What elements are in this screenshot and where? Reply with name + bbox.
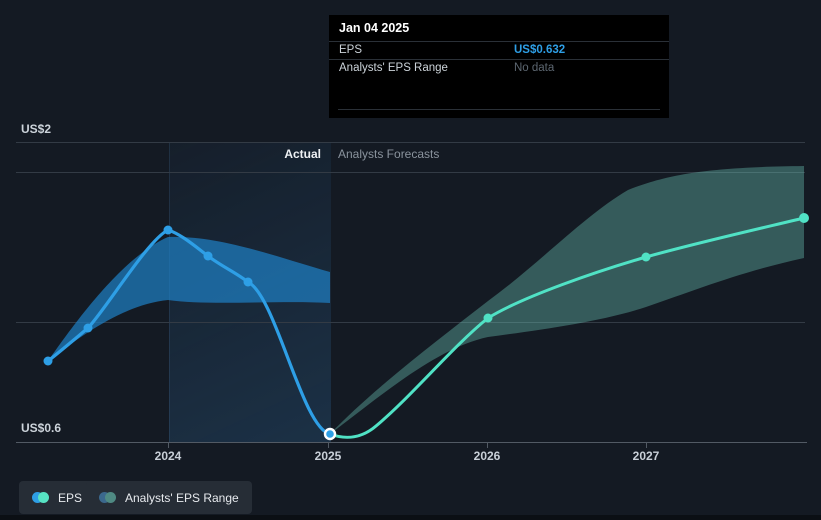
forecast-section-label: Analysts Forecasts [338, 147, 440, 161]
x-axis-label-2027: 2027 [632, 449, 660, 463]
legend-eps-range-label: Analysts' EPS Range [125, 490, 239, 505]
x-axis-label-2026: 2026 [473, 449, 501, 463]
tooltip-eps-label: EPS [339, 44, 363, 56]
actual-range-band [48, 236, 330, 361]
tooltip-row-eps: EPS US$0.632 [329, 41, 669, 59]
x-axis-label-2024: 2024 [154, 449, 182, 463]
tooltip-divider [338, 109, 660, 110]
x-tick-2026 [487, 443, 488, 448]
x-tick-2027 [646, 443, 647, 448]
tooltip: Jan 04 2025 EPS US$0.632 Analysts' EPS R… [329, 15, 669, 118]
legend-eps-label: EPS [58, 490, 83, 505]
x-axis-line [16, 442, 807, 443]
eps-point[interactable] [163, 225, 173, 235]
tooltip-eps-value: US$0.632 [514, 44, 566, 56]
tooltip-date: Jan 04 2025 [339, 21, 410, 35]
eps-point[interactable] [83, 323, 93, 333]
x-tick-2024 [168, 443, 169, 448]
gridline-top [16, 142, 805, 143]
gridline-middle [16, 322, 805, 323]
forecast-range-band [330, 166, 804, 434]
legend-eps-button[interactable]: EPS [19, 481, 96, 514]
tooltip-range-label: Analysts' EPS Range [339, 62, 448, 74]
eps-point[interactable] [243, 277, 253, 287]
actual-section-label: Actual [284, 147, 321, 161]
bottom-edge-strip [0, 515, 821, 520]
x-axis-label-2025: 2025 [314, 449, 342, 463]
eps-point[interactable] [203, 251, 213, 261]
y-axis-label-bottom: US$0.6 [21, 421, 62, 435]
forecast-eps-point[interactable] [799, 213, 809, 223]
gridline-header [16, 172, 805, 173]
forecast-eps-point[interactable] [641, 252, 651, 262]
eps-point[interactable] [43, 356, 53, 366]
eps-point-hovered[interactable] [323, 427, 337, 441]
eps-legend-icon [32, 492, 49, 503]
tooltip-row-range: Analysts' EPS Range No data [329, 59, 669, 77]
legend-eps-range-button[interactable]: Analysts' EPS Range [86, 481, 252, 514]
tooltip-range-value: No data [514, 62, 555, 74]
forecast-eps-point[interactable] [483, 313, 493, 323]
x-tick-2025 [328, 443, 329, 448]
eps-range-legend-icon [99, 492, 116, 503]
y-axis-label-top: US$2 [21, 122, 52, 136]
forecast-eps-line [328, 216, 806, 439]
